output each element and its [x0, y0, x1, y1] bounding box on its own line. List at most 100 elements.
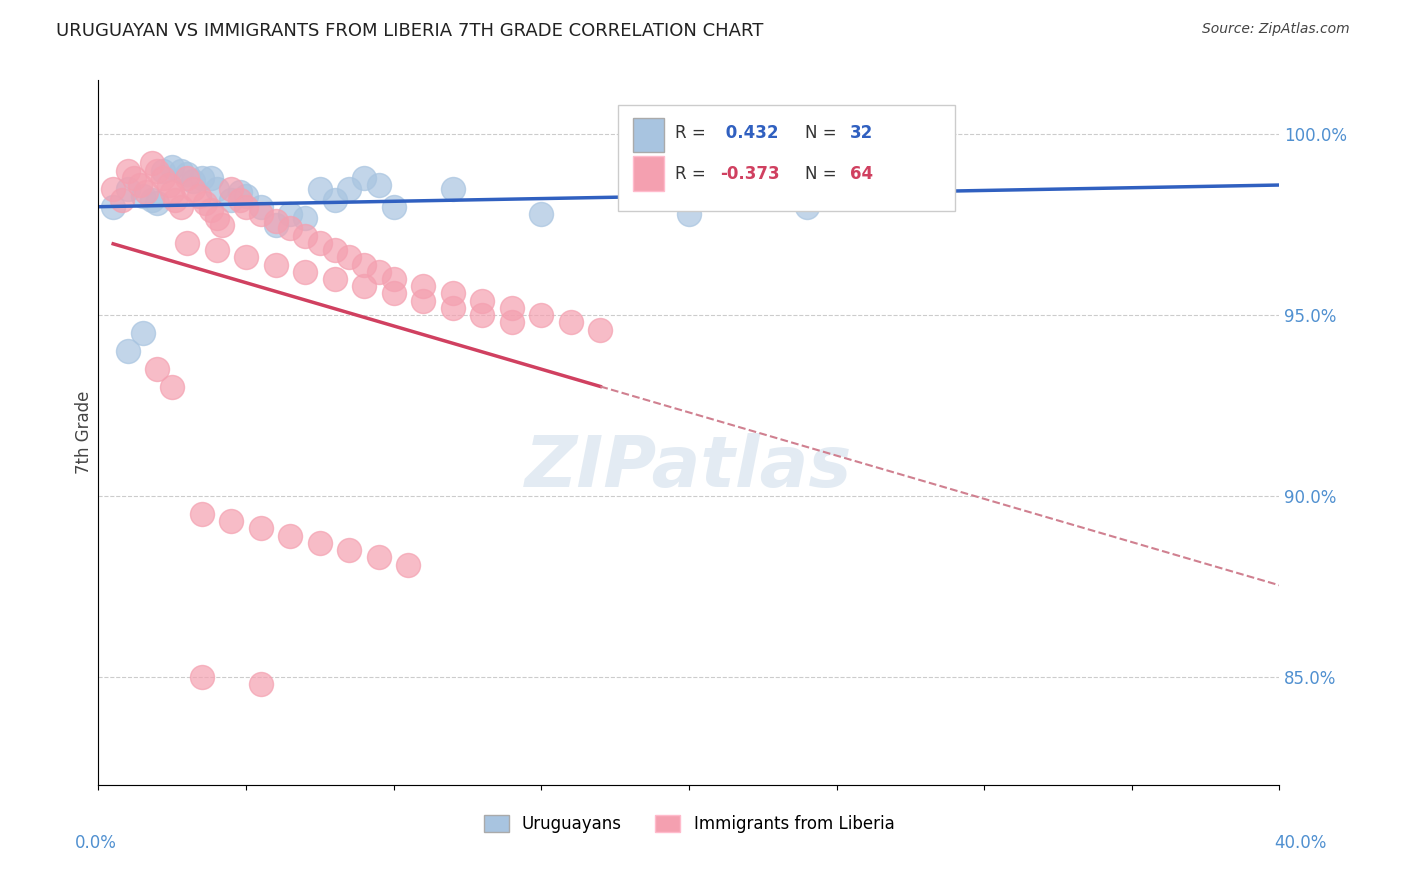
Point: [441, 286, 464, 301]
Point: [501, 315, 523, 329]
Point: [146, 362, 169, 376]
Point: [191, 507, 214, 521]
Point: [530, 207, 553, 221]
Point: [250, 200, 273, 214]
Point: [200, 170, 222, 185]
Text: Source: ZipAtlas.com: Source: ZipAtlas.com: [1202, 22, 1350, 37]
Point: [339, 182, 361, 196]
Point: [103, 182, 125, 196]
Text: -0.373: -0.373: [720, 165, 779, 183]
Point: [471, 293, 494, 308]
Point: [229, 193, 252, 207]
Point: [294, 228, 316, 243]
Point: [162, 186, 183, 200]
Point: [250, 207, 273, 221]
Point: [194, 196, 217, 211]
Point: [205, 243, 228, 257]
Point: [152, 163, 174, 178]
Point: [353, 170, 375, 185]
Point: [211, 218, 233, 232]
Point: [132, 189, 155, 203]
Point: [170, 163, 193, 178]
Point: [132, 326, 155, 341]
Point: [339, 543, 361, 558]
Point: [205, 182, 228, 196]
Point: [382, 272, 405, 286]
FancyBboxPatch shape: [634, 118, 664, 153]
Point: [339, 251, 361, 265]
Point: [368, 178, 391, 192]
Point: [589, 323, 612, 337]
Point: [441, 182, 464, 196]
Point: [200, 203, 222, 218]
Point: [353, 279, 375, 293]
Point: [141, 193, 163, 207]
Point: [187, 189, 209, 203]
Point: [141, 156, 163, 170]
Point: [323, 193, 346, 207]
Point: [235, 200, 257, 214]
Point: [530, 308, 553, 322]
Point: [103, 200, 125, 214]
Point: [181, 174, 204, 188]
Text: 0.0%: 0.0%: [75, 834, 117, 852]
Point: [111, 193, 134, 207]
Point: [264, 258, 287, 272]
Point: [250, 677, 273, 691]
Point: [162, 160, 183, 174]
Text: 64: 64: [849, 165, 873, 183]
Legend: Uruguayans, Immigrants from Liberia: Uruguayans, Immigrants from Liberia: [477, 808, 901, 840]
Point: [280, 207, 302, 221]
Text: 0.432: 0.432: [720, 124, 778, 142]
Point: [323, 272, 346, 286]
Point: [309, 182, 332, 196]
Point: [235, 251, 257, 265]
Point: [441, 301, 464, 315]
Point: [152, 170, 174, 185]
Point: [221, 193, 243, 207]
Text: URUGUAYAN VS IMMIGRANTS FROM LIBERIA 7TH GRADE CORRELATION CHART: URUGUAYAN VS IMMIGRANTS FROM LIBERIA 7TH…: [56, 22, 763, 40]
Point: [323, 243, 346, 257]
Point: [471, 308, 494, 322]
Text: N =: N =: [804, 124, 842, 142]
Point: [280, 528, 302, 542]
FancyBboxPatch shape: [634, 156, 664, 191]
Point: [560, 315, 582, 329]
Point: [165, 193, 187, 207]
Point: [176, 235, 198, 250]
Point: [264, 214, 287, 228]
Point: [135, 186, 157, 200]
Point: [146, 163, 169, 178]
Point: [382, 286, 405, 301]
Text: R =: R =: [675, 124, 711, 142]
Point: [294, 211, 316, 225]
Point: [382, 200, 405, 214]
Point: [117, 182, 139, 196]
Point: [678, 207, 700, 221]
Text: 40.0%: 40.0%: [1274, 834, 1327, 852]
Point: [117, 344, 139, 359]
Text: 32: 32: [849, 124, 873, 142]
Point: [398, 558, 420, 572]
Point: [191, 170, 214, 185]
Text: ZIPatlas: ZIPatlas: [526, 434, 852, 502]
Point: [368, 265, 391, 279]
Point: [170, 200, 193, 214]
Point: [294, 265, 316, 279]
Point: [128, 178, 150, 192]
Point: [205, 211, 228, 225]
Point: [250, 521, 273, 535]
Point: [309, 235, 332, 250]
Point: [353, 258, 375, 272]
Point: [162, 380, 183, 394]
Point: [309, 536, 332, 550]
Point: [280, 221, 302, 235]
Point: [146, 196, 169, 211]
Point: [221, 182, 243, 196]
Text: N =: N =: [804, 165, 842, 183]
Text: R =: R =: [675, 165, 711, 183]
FancyBboxPatch shape: [619, 105, 955, 211]
Point: [122, 170, 145, 185]
Point: [501, 301, 523, 315]
Point: [176, 170, 198, 185]
